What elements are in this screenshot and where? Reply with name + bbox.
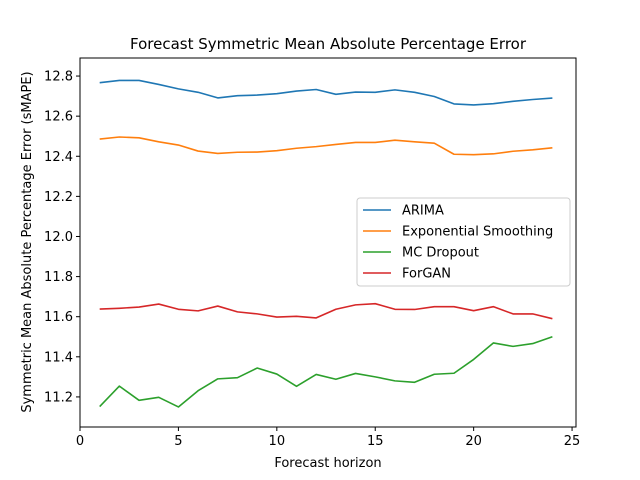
x-axis: 0 5 10 15 20 25 [76, 427, 580, 449]
series-line-arima [99, 79, 553, 106]
x-axis-label: Forecast horizon [274, 456, 381, 471]
legend-label-forgan: ForGAN [402, 267, 451, 282]
chart-title: Forecast Symmetric Mean Absolute Percent… [130, 35, 527, 53]
x-tick-label: 25 [564, 434, 581, 449]
legend-label-mc-dropout: MC Dropout [402, 246, 479, 261]
series-line-mc-dropout [99, 336, 553, 408]
legend-label-exponential-smoothing: Exponential Smoothing [402, 225, 553, 240]
series-line-exponential-smoothing [99, 136, 553, 156]
y-axis-label: Symmetric Mean Absolute Percentage Error… [20, 71, 35, 412]
plot-area [99, 79, 553, 408]
y-tick-label: 11.2 [44, 390, 73, 405]
legend-box [356, 197, 571, 287]
series-line-forgan [99, 302, 553, 320]
y-tick-label: 12.6 [44, 110, 73, 125]
plot-frame [79, 57, 577, 428]
legend: ARIMA Exponential Smoothing MC Dropout ForG… [356, 197, 571, 287]
y-tick-label: 12.4 [44, 150, 73, 165]
x-tick-label: 10 [269, 434, 286, 449]
x-tick-label: 15 [367, 434, 384, 449]
y-tick-label: 11.6 [44, 310, 73, 325]
y-tick-label: 11.8 [44, 270, 73, 285]
x-tick-label: 0 [76, 434, 84, 449]
x-tick-label: 20 [465, 434, 482, 449]
legend-label-arima: ARIMA [402, 204, 444, 219]
y-axis: 11.2 11.4 11.6 11.8 12.0 12.2 12.4 12.6 12.8 [44, 70, 80, 405]
x-tick-label: 5 [174, 434, 182, 449]
y-tick-label: 12.8 [44, 70, 73, 85]
y-tick-label: 12.2 [44, 190, 73, 205]
y-tick-label: 11.4 [44, 350, 73, 365]
y-tick-label: 12.0 [44, 230, 73, 245]
